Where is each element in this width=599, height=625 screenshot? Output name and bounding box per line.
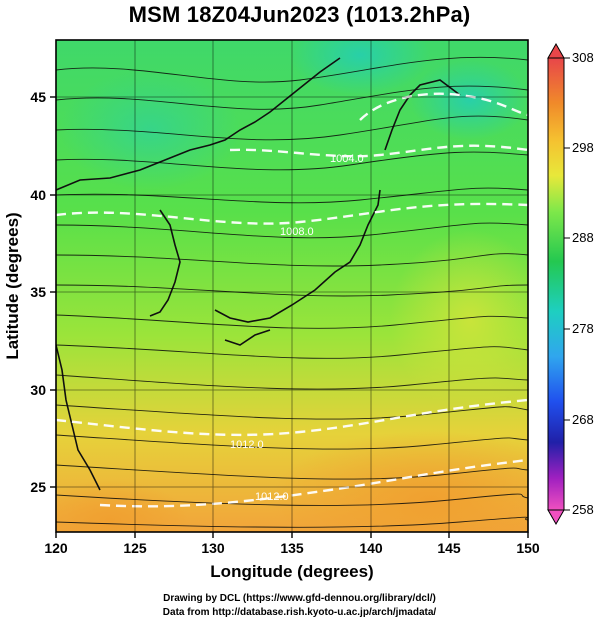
x-tick-label: 120 bbox=[44, 540, 68, 556]
y-axis-title: Latitude (degrees) bbox=[3, 212, 22, 359]
colorbar-label: 258 bbox=[572, 502, 594, 517]
colorbar-label: 288 bbox=[572, 230, 594, 245]
y-tick-label: 35 bbox=[30, 284, 46, 300]
isobar-label-1012-b: 1012.0 bbox=[255, 491, 289, 503]
colorbar-label: 298 bbox=[572, 140, 594, 155]
y-tick-label: 25 bbox=[30, 479, 46, 495]
colorbar-label: 268 bbox=[572, 412, 594, 427]
map-grid bbox=[56, 40, 528, 532]
y-tick-label: 30 bbox=[30, 382, 46, 398]
y-tick-marks bbox=[50, 96, 56, 488]
y-tick-label: 40 bbox=[30, 187, 46, 203]
x-tick-label: 140 bbox=[359, 540, 383, 556]
x-tick-label: 135 bbox=[280, 540, 304, 556]
x-axis-title: Longitude (degrees) bbox=[210, 562, 373, 581]
credits: Drawing by DCL (https://www.gfd-dennou.o… bbox=[0, 592, 599, 620]
y-tick-label: 45 bbox=[30, 89, 46, 105]
x-tick-label: 130 bbox=[201, 540, 225, 556]
wind-streamlines bbox=[56, 56, 528, 528]
isobar-label-1012-a: 1012.0 bbox=[230, 439, 264, 451]
x-tick-label: 150 bbox=[516, 540, 540, 556]
colorbar-label: 308 bbox=[572, 50, 594, 65]
isobar-lines bbox=[56, 92, 528, 508]
credit-drawing: Drawing by DCL (https://www.gfd-dennou.o… bbox=[163, 593, 436, 604]
x-tick-label: 125 bbox=[123, 540, 147, 556]
colorbar-label: 278 bbox=[572, 321, 594, 336]
x-tick-marks bbox=[55, 532, 529, 538]
x-tick-label: 145 bbox=[437, 540, 461, 556]
land-outline bbox=[56, 57, 461, 491]
isobar-label-1008: 1008.0 bbox=[280, 226, 314, 238]
credit-data: Data from http://database.rish.kyoto-u.a… bbox=[162, 607, 437, 618]
colorbar: 308 298 288 278 268 258 bbox=[547, 42, 594, 526]
map-title: MSM 18Z04Jun2023 (1013.2hPa) bbox=[128, 2, 471, 27]
isobar-label-1004: 1004.0 bbox=[330, 153, 364, 165]
